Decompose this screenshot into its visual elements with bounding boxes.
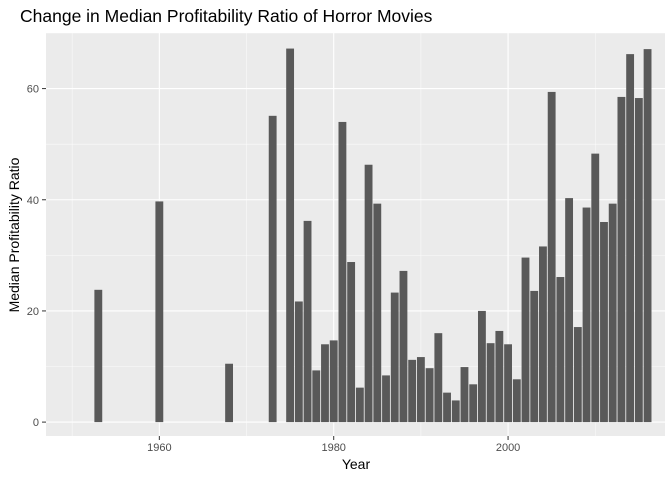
- bar: [626, 54, 635, 423]
- bar: [643, 49, 652, 423]
- bar: [556, 277, 565, 423]
- bar: [416, 357, 425, 423]
- bar: [329, 340, 338, 423]
- bar: [469, 384, 478, 423]
- x-tick-label: 2000: [496, 442, 520, 454]
- bar: [303, 220, 312, 423]
- bar: [539, 246, 547, 423]
- y-tick-label: 0: [33, 417, 39, 429]
- bar: [225, 363, 234, 423]
- bar: [573, 327, 582, 423]
- y-tick-label: 60: [27, 84, 39, 96]
- chart-title: Change in Median Profitability Ratio of …: [20, 6, 433, 26]
- bar: [373, 203, 382, 423]
- bar: [486, 343, 495, 423]
- y-tick-label: 20: [27, 306, 39, 318]
- bar: [460, 367, 469, 423]
- bar-series: [94, 48, 652, 423]
- bar: [547, 91, 556, 423]
- y-tick-label: 40: [27, 195, 39, 207]
- bar: [364, 164, 373, 423]
- bar: [425, 368, 434, 423]
- minor-gridlines: [46, 32, 665, 436]
- bar: [94, 289, 103, 423]
- bar: [504, 344, 512, 423]
- bar: [582, 207, 591, 423]
- bar: [347, 262, 356, 423]
- bar: [591, 153, 600, 423]
- bar: [495, 330, 504, 423]
- bar: [321, 344, 329, 423]
- bar: [294, 301, 303, 423]
- bar: [512, 379, 521, 423]
- x-axis: 1960 1980 2000: [147, 436, 520, 454]
- x-tick-label: 1980: [321, 442, 345, 454]
- y-axis: 0 20 40 60: [27, 84, 46, 429]
- bar: [382, 375, 390, 423]
- bar: [390, 292, 399, 423]
- bar: [634, 98, 643, 423]
- bar: [521, 257, 530, 423]
- bar: [155, 201, 164, 423]
- bar: [434, 333, 443, 423]
- bar: [338, 121, 347, 423]
- bar: [443, 392, 451, 423]
- bar: [477, 310, 486, 423]
- bar: [565, 198, 574, 423]
- x-axis-title: Year: [342, 456, 371, 472]
- y-axis-title: Median Profitability Ratio: [6, 157, 22, 312]
- bar: [399, 270, 408, 423]
- x-tick-label: 1960: [147, 442, 171, 454]
- bar: [617, 96, 626, 423]
- bar: [355, 387, 364, 423]
- bar: [408, 359, 417, 423]
- bar: [530, 290, 539, 423]
- bar: [451, 400, 460, 423]
- bar: [600, 221, 608, 423]
- bar: [286, 48, 295, 423]
- bar: [608, 203, 617, 423]
- bar: [312, 370, 321, 423]
- bar: [268, 115, 277, 423]
